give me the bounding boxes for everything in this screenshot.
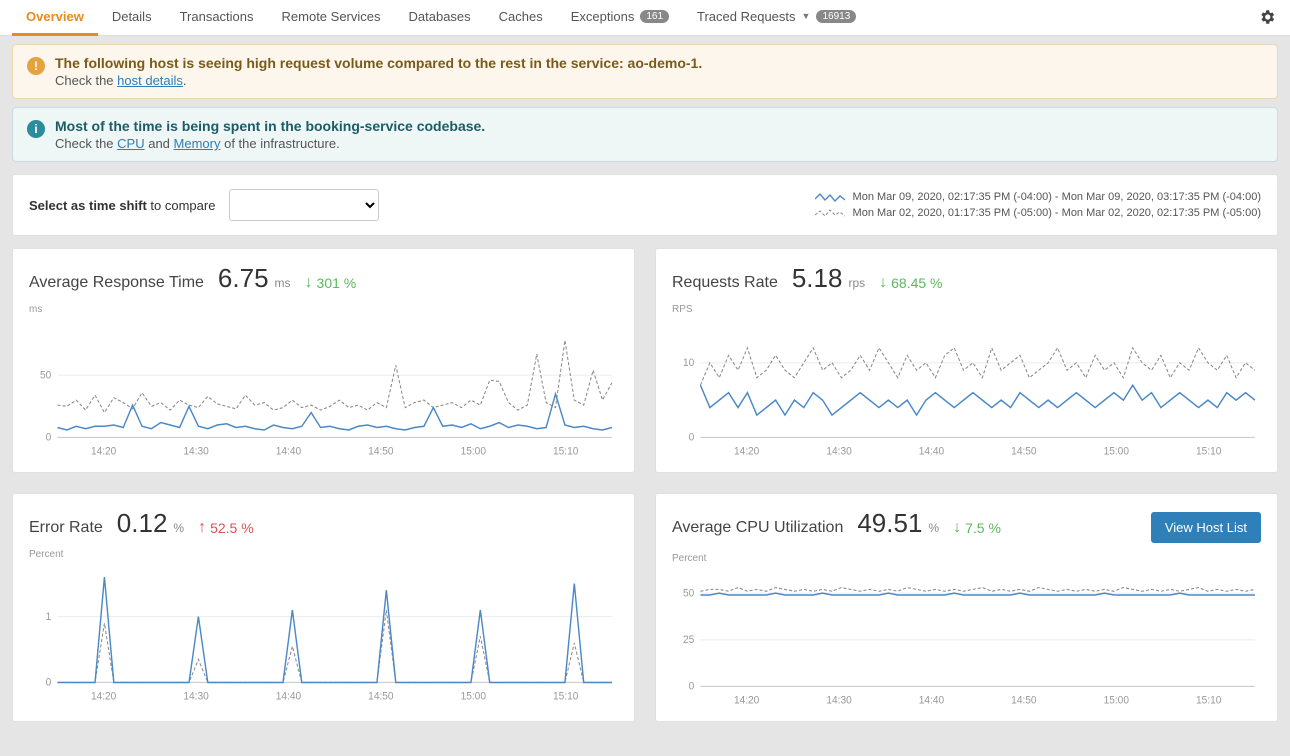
card-title: Average CPU Utilization <box>672 519 843 537</box>
y-axis-label: RPS <box>672 304 1261 315</box>
svg-text:14:20: 14:20 <box>91 446 117 457</box>
svg-text:14:50: 14:50 <box>1011 695 1037 706</box>
card-title: Average Response Time <box>29 274 204 292</box>
svg-text:14:40: 14:40 <box>276 446 302 457</box>
view-host-list-button[interactable]: View Host List <box>1151 512 1261 543</box>
card-delta: ↑52.5 % <box>198 519 254 537</box>
svg-text:0: 0 <box>46 677 52 688</box>
time-shift-bar: Select as time shift to compare Mon Mar … <box>12 174 1278 236</box>
chart-response-time: 50 0 14:20 14:30 14:40 14:50 15:00 15:10 <box>29 319 618 459</box>
card-value: 49.51 <box>857 508 922 539</box>
card-delta: ↓68.45 % <box>879 274 942 292</box>
time-shift-label: Select as time shift to compare <box>29 198 215 213</box>
cards-grid: Average Response Time 6.75 ms ↓301 % ms … <box>0 248 1290 742</box>
card-unit: ms <box>275 276 291 290</box>
svg-text:15:10: 15:10 <box>1196 695 1222 706</box>
tabs-bar: OverviewDetailsTransactionsRemote Servic… <box>0 0 1290 36</box>
warning-icon: ! <box>27 57 45 75</box>
card-requests-rate: Requests Rate 5.18 rps ↓68.45 % RPS 1001… <box>655 248 1278 473</box>
cpu-link[interactable]: CPU <box>117 136 144 151</box>
card-delta: ↓7.5 % <box>953 519 1001 537</box>
svg-text:15:00: 15:00 <box>461 691 487 702</box>
svg-text:15:10: 15:10 <box>553 446 579 457</box>
y-axis-label: ms <box>29 304 618 315</box>
chevron-down-icon: ▼ <box>802 11 811 21</box>
svg-text:14:30: 14:30 <box>183 691 209 702</box>
time-shift-select[interactable] <box>229 189 379 221</box>
svg-text:15:00: 15:00 <box>1104 446 1130 457</box>
chart-requests-rate: 10 0 14:20 14:30 14:40 14:50 15:00 15:10 <box>672 319 1261 459</box>
svg-text:14:40: 14:40 <box>276 691 302 702</box>
tab-details[interactable]: Details <box>98 0 166 36</box>
warning-subtext: Check the host details. <box>55 73 702 88</box>
svg-text:14:50: 14:50 <box>368 691 394 702</box>
settings-gear-icon[interactable] <box>1258 8 1276 29</box>
svg-text:1: 1 <box>46 612 52 623</box>
card-error-rate: Error Rate 0.12 % ↑52.5 % Percent 1 0 14:2… <box>12 493 635 722</box>
svg-text:14:40: 14:40 <box>919 446 945 457</box>
svg-text:14:30: 14:30 <box>826 446 852 457</box>
svg-text:14:50: 14:50 <box>368 446 394 457</box>
svg-text:14:30: 14:30 <box>826 695 852 706</box>
tab-databases[interactable]: Databases <box>395 0 485 36</box>
svg-text:25: 25 <box>683 635 694 646</box>
current-range-text: Mon Mar 09, 2020, 02:17:35 PM (-04:00) -… <box>853 191 1261 203</box>
svg-text:50: 50 <box>40 370 51 381</box>
info-icon: i <box>27 120 45 138</box>
info-subtext: Check the CPU and Memory of the infrastr… <box>55 136 485 151</box>
arrow-down-icon: ↓ <box>879 274 887 292</box>
svg-text:0: 0 <box>689 681 695 692</box>
card-delta: ↓301 % <box>305 274 357 292</box>
info-alert: i Most of the time is being spent in the… <box>12 107 1278 162</box>
arrow-down-icon: ↓ <box>953 519 961 537</box>
tab-overview[interactable]: Overview <box>12 0 98 36</box>
tab-transactions[interactable]: Transactions <box>166 0 268 36</box>
svg-text:10: 10 <box>683 358 694 369</box>
card-unit: rps <box>848 276 865 290</box>
previous-range-text: Mon Mar 02, 2020, 01:17:35 PM (-05:00) -… <box>853 207 1261 219</box>
tab-traced-requests[interactable]: Traced Requests▼16913 <box>683 0 870 36</box>
chart-cpu-utilization: 25 50 0 14:20 14:30 14:40 14:50 15:00 15:10 <box>672 568 1261 708</box>
card-unit: % <box>928 521 939 535</box>
svg-text:15:10: 15:10 <box>553 691 579 702</box>
warning-alert: ! The following host is seeing high requ… <box>12 44 1278 99</box>
svg-text:14:20: 14:20 <box>734 446 760 457</box>
card-title: Error Rate <box>29 519 103 537</box>
svg-text:14:30: 14:30 <box>183 446 209 457</box>
y-axis-label: Percent <box>672 553 1261 564</box>
badge: 161 <box>640 10 669 23</box>
svg-text:50: 50 <box>683 588 694 599</box>
card-response-time: Average Response Time 6.75 ms ↓301 % ms … <box>12 248 635 473</box>
svg-text:14:40: 14:40 <box>919 695 945 706</box>
svg-text:14:20: 14:20 <box>91 691 117 702</box>
chart-error-rate: 1 0 14:20 14:30 14:40 14:50 15:00 15:10 <box>29 564 618 704</box>
card-unit: % <box>173 521 184 535</box>
svg-text:0: 0 <box>46 432 52 443</box>
arrow-down-icon: ↓ <box>305 274 313 292</box>
warning-title: The following host is seeing high reques… <box>55 55 702 71</box>
host-details-link[interactable]: host details <box>117 73 183 88</box>
time-range-legend: Mon Mar 09, 2020, 02:17:35 PM (-04:00) -… <box>815 189 1261 221</box>
card-value: 5.18 <box>792 263 843 294</box>
badge: 16913 <box>816 10 856 23</box>
card-cpu-utilization: Average CPU Utilization 49.51 % ↓7.5 % V… <box>655 493 1278 722</box>
tab-caches[interactable]: Caches <box>485 0 557 36</box>
tab-exceptions[interactable]: Exceptions161 <box>557 0 683 36</box>
card-value: 0.12 <box>117 508 168 539</box>
tab-remote-services[interactable]: Remote Services <box>268 0 395 36</box>
info-title: Most of the time is being spent in the b… <box>55 118 485 134</box>
arrow-up-icon: ↑ <box>198 519 206 537</box>
memory-link[interactable]: Memory <box>174 136 221 151</box>
svg-text:14:20: 14:20 <box>734 695 760 706</box>
y-axis-label: Percent <box>29 549 618 560</box>
card-value: 6.75 <box>218 263 269 294</box>
svg-text:0: 0 <box>689 432 695 443</box>
svg-text:15:10: 15:10 <box>1196 446 1222 457</box>
card-title: Requests Rate <box>672 274 778 292</box>
svg-text:15:00: 15:00 <box>1104 695 1130 706</box>
svg-text:15:00: 15:00 <box>461 446 487 457</box>
svg-text:14:50: 14:50 <box>1011 446 1037 457</box>
